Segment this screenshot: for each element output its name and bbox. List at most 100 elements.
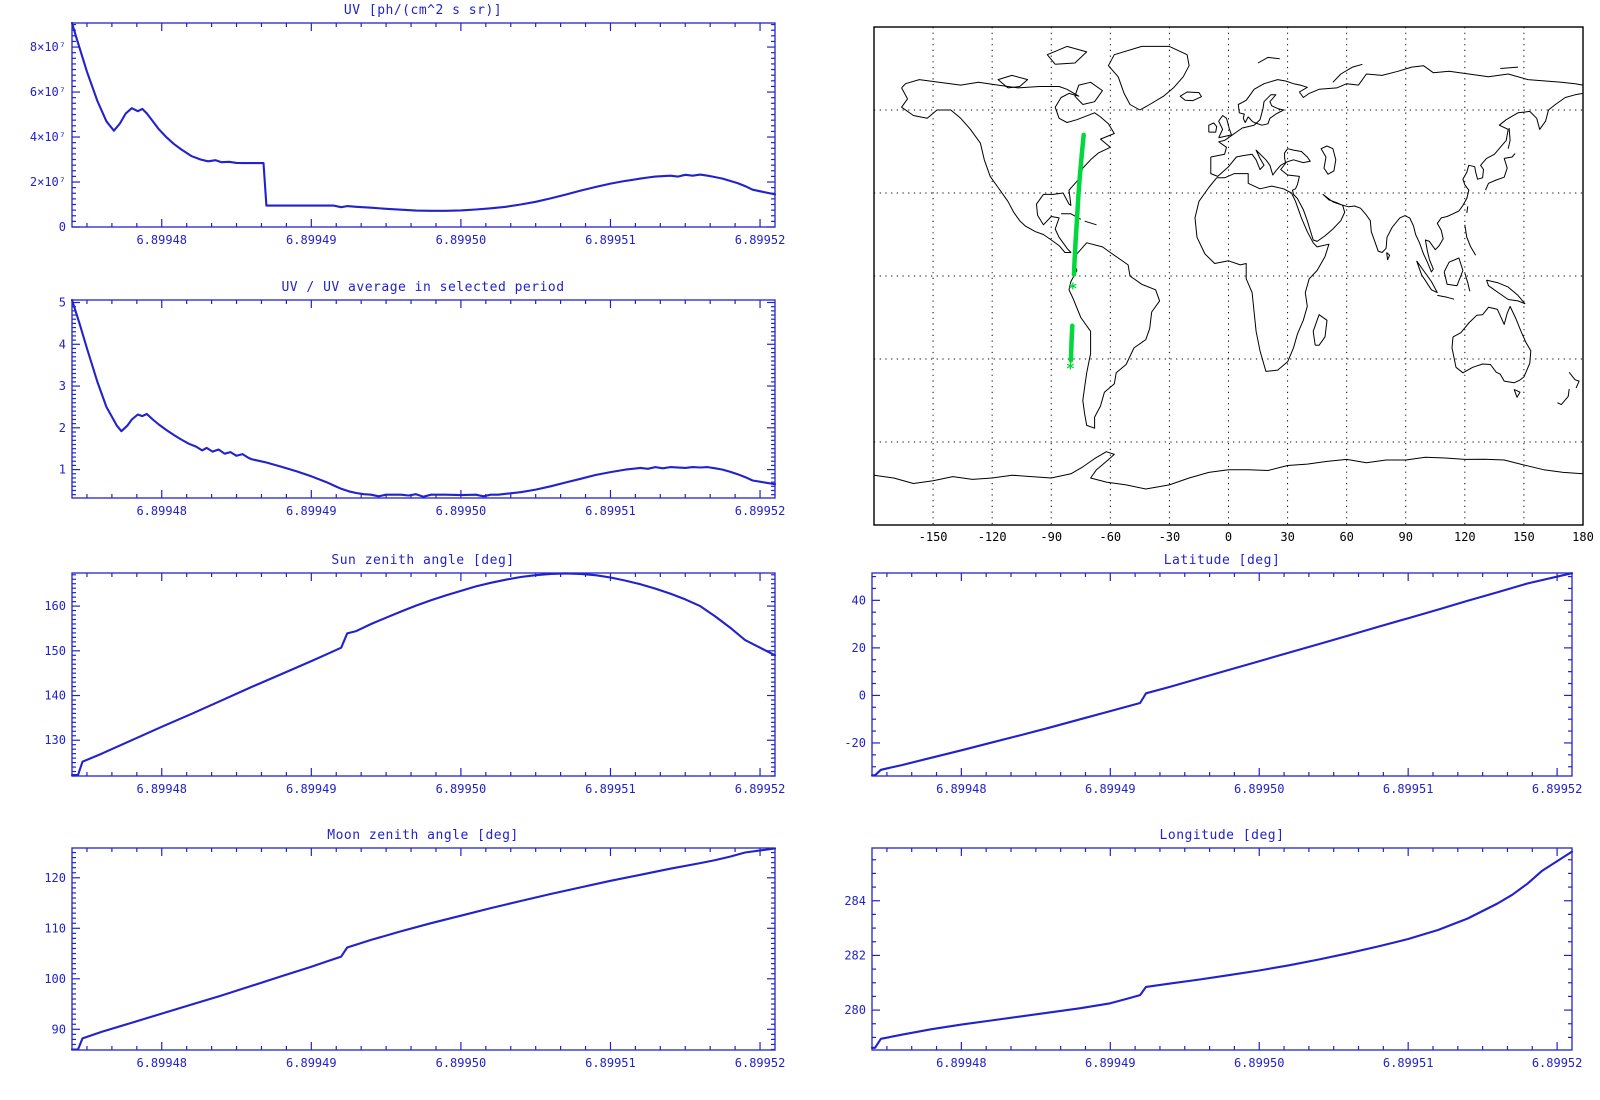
coastline	[901, 79, 1115, 253]
uv-ratio-x-tick-label: 6.89949	[286, 504, 337, 518]
longitude-x-tick-label: 6.89950	[1234, 1056, 1285, 1070]
map-lon-label: 120	[1454, 530, 1476, 544]
map-graticule	[874, 27, 1583, 525]
coastline	[1194, 173, 1330, 372]
map-coastlines	[873, 45, 1584, 490]
map-lon-label: 30	[1280, 530, 1294, 544]
latitude-x-tick-label: 6.89952	[1532, 782, 1583, 796]
moon-zenith-y-tick-label: 90	[52, 1022, 66, 1036]
uv-ratio-y-tick-label: 1	[59, 463, 66, 477]
map-frame	[873, 26, 1584, 526]
sun-zenith-chart-title: Sun zenith angle [deg]	[331, 553, 515, 568]
latitude-series-line	[870, 572, 1574, 777]
coastline	[1451, 305, 1532, 384]
coastline	[1443, 257, 1464, 287]
longitude-chart-title: Longitude [deg]	[1159, 828, 1285, 843]
latitude-plot-frame	[871, 572, 1573, 777]
longitude-y-tick-label: 284	[844, 894, 866, 908]
moon-zenith-axis-ticks	[72, 848, 775, 1051]
uv-y-tick-label: 6×10⁷	[30, 85, 66, 99]
moon-zenith-x-tick-label: 6.89952	[735, 1056, 786, 1070]
map-lon-label: -90	[1040, 530, 1062, 544]
ground-track-marker: *	[1068, 279, 1077, 297]
moon-zenith-y-tick-label: 100	[44, 972, 66, 986]
sun-zenith-y-tick-label: 140	[44, 689, 66, 703]
uv-ratio-y-tick-label: 5	[59, 296, 66, 310]
map-lon-label: 60	[1339, 530, 1353, 544]
latitude-y-tick-label: 0	[859, 688, 866, 702]
uv-ratio-x-tick-label: 6.89948	[136, 504, 187, 518]
ground-track-segment	[1068, 323, 1075, 363]
coastline	[1257, 56, 1280, 64]
moon-zenith-x-tick-label: 6.89950	[436, 1056, 487, 1070]
map-lon-label: -60	[1099, 530, 1121, 544]
coastline	[1568, 371, 1580, 389]
coastline	[1208, 122, 1218, 133]
map-lon-label: -120	[978, 530, 1007, 544]
uv-ratio-y-tick-label: 4	[59, 337, 66, 351]
coastline	[1332, 63, 1363, 83]
coastline	[1416, 260, 1438, 294]
uv-plot-frame	[71, 22, 776, 228]
coastline	[1179, 91, 1202, 102]
coastline	[1386, 252, 1391, 261]
uv-x-tick-label: 6.89952	[735, 233, 786, 247]
moon-zenith-y-tick-label: 110	[44, 921, 66, 935]
world-map: -150 -120 -90 -60 -30 0 30 60 90 120 150 180**	[873, 26, 1594, 544]
moon-zenith-x-tick-label: 6.89951	[585, 1056, 636, 1070]
longitude-y-tick-label: 282	[844, 948, 866, 962]
ground-track: **	[1066, 132, 1086, 378]
longitude-x-tick-label: 6.89952	[1532, 1056, 1583, 1070]
uv-ratio-chart-title: UV / UV average in selected period	[281, 280, 565, 295]
sun-zenith-chart: 6.89948 6.89949 6.89950 6.89951 6.89952 130 14…	[44, 572, 786, 796]
latitude-x-tick-label: 6.89951	[1383, 782, 1434, 796]
latitude-axis-ticks	[872, 573, 1572, 776]
longitude-x-tick-label: 6.89948	[936, 1056, 987, 1070]
map-lon-label: -150	[919, 530, 948, 544]
moon-zenith-chart: 6.89948 6.89949 6.89950 6.89951 6.89952 90 100…	[44, 847, 786, 1070]
coastline	[1074, 81, 1103, 105]
coastline	[1486, 279, 1526, 305]
uv-x-tick-label: 6.89951	[585, 233, 636, 247]
uv-ratio-x-tick-label: 6.89952	[735, 504, 786, 518]
uv-ratio-y-tick-label: 2	[59, 421, 66, 435]
uv-ratio-x-tick-label: 6.89950	[436, 504, 487, 518]
moon-zenith-y-tick-label: 120	[44, 871, 66, 885]
sun-zenith-plot-frame	[71, 572, 776, 777]
sun-zenith-x-tick-label: 6.89951	[585, 782, 636, 796]
coastline	[1084, 220, 1097, 226]
coastline	[1218, 115, 1232, 139]
uv-y-tick-label: 2×10⁷	[30, 175, 66, 189]
coastline	[997, 74, 1029, 89]
moon-zenith-x-tick-label: 6.89949	[286, 1056, 337, 1070]
coastline	[1437, 294, 1455, 300]
coastline	[1320, 145, 1337, 175]
latitude-chart: 6.89948 6.89949 6.89950 6.89951 6.89952 -20 0 2…	[844, 572, 1583, 796]
longitude-x-tick-label: 6.89949	[1085, 1056, 1136, 1070]
moon-zenith-x-tick-label: 6.89948	[136, 1056, 187, 1070]
latitude-y-tick-label: -20	[844, 736, 866, 750]
latitude-x-tick-label: 6.89948	[936, 782, 987, 796]
uv-y-tick-label: 0	[59, 220, 66, 234]
sun-zenith-x-tick-label: 6.89952	[735, 782, 786, 796]
coastline	[1107, 45, 1190, 111]
sun-zenith-series-line	[70, 572, 777, 777]
map-lon-label: -30	[1159, 530, 1181, 544]
longitude-plot-frame	[871, 847, 1573, 1051]
coastline	[1466, 206, 1469, 213]
latitude-y-tick-label: 40	[852, 593, 866, 607]
uv-x-tick-label: 6.89950	[436, 233, 487, 247]
longitude-series-line	[870, 850, 1574, 1049]
uv-y-tick-label: 4×10⁷	[30, 130, 66, 144]
uv-x-tick-label: 6.89949	[286, 233, 337, 247]
coastline	[1557, 388, 1570, 406]
map-lon-label: 90	[1399, 530, 1413, 544]
latitude-x-tick-label: 6.89950	[1234, 782, 1285, 796]
coastline	[873, 451, 1584, 490]
uv-chart-title: UV [ph/(cm^2 s sr)]	[343, 3, 503, 18]
longitude-y-tick-label: 280	[844, 1003, 866, 1017]
coastline	[1068, 242, 1161, 429]
moon-zenith-series-line	[70, 847, 777, 1051]
coastline	[1500, 66, 1519, 69]
